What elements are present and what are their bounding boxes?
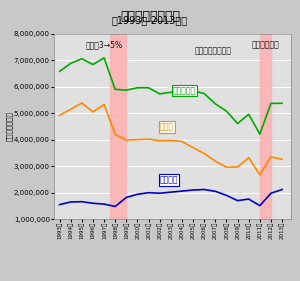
Y-axis label: 販売台数（台）: 販売台数（台） — [6, 112, 12, 141]
Bar — [260, 34, 271, 219]
Text: 東日本大震災: 東日本大震災 — [251, 40, 279, 49]
Bar — [110, 34, 126, 219]
Text: 軽自動車: 軽自動車 — [160, 176, 178, 185]
Text: 登録車: 登録車 — [160, 123, 174, 132]
Text: リーマンショック: リーマンショック — [195, 46, 232, 55]
Text: 消費税3→5%: 消費税3→5% — [85, 40, 122, 49]
Text: （1993年-2013年）: （1993年-2013年） — [112, 15, 188, 26]
Text: 国内新車販売推移: 国内新車販売推移 — [120, 10, 180, 23]
Text: 総販売台数: 総販売台数 — [173, 86, 196, 95]
